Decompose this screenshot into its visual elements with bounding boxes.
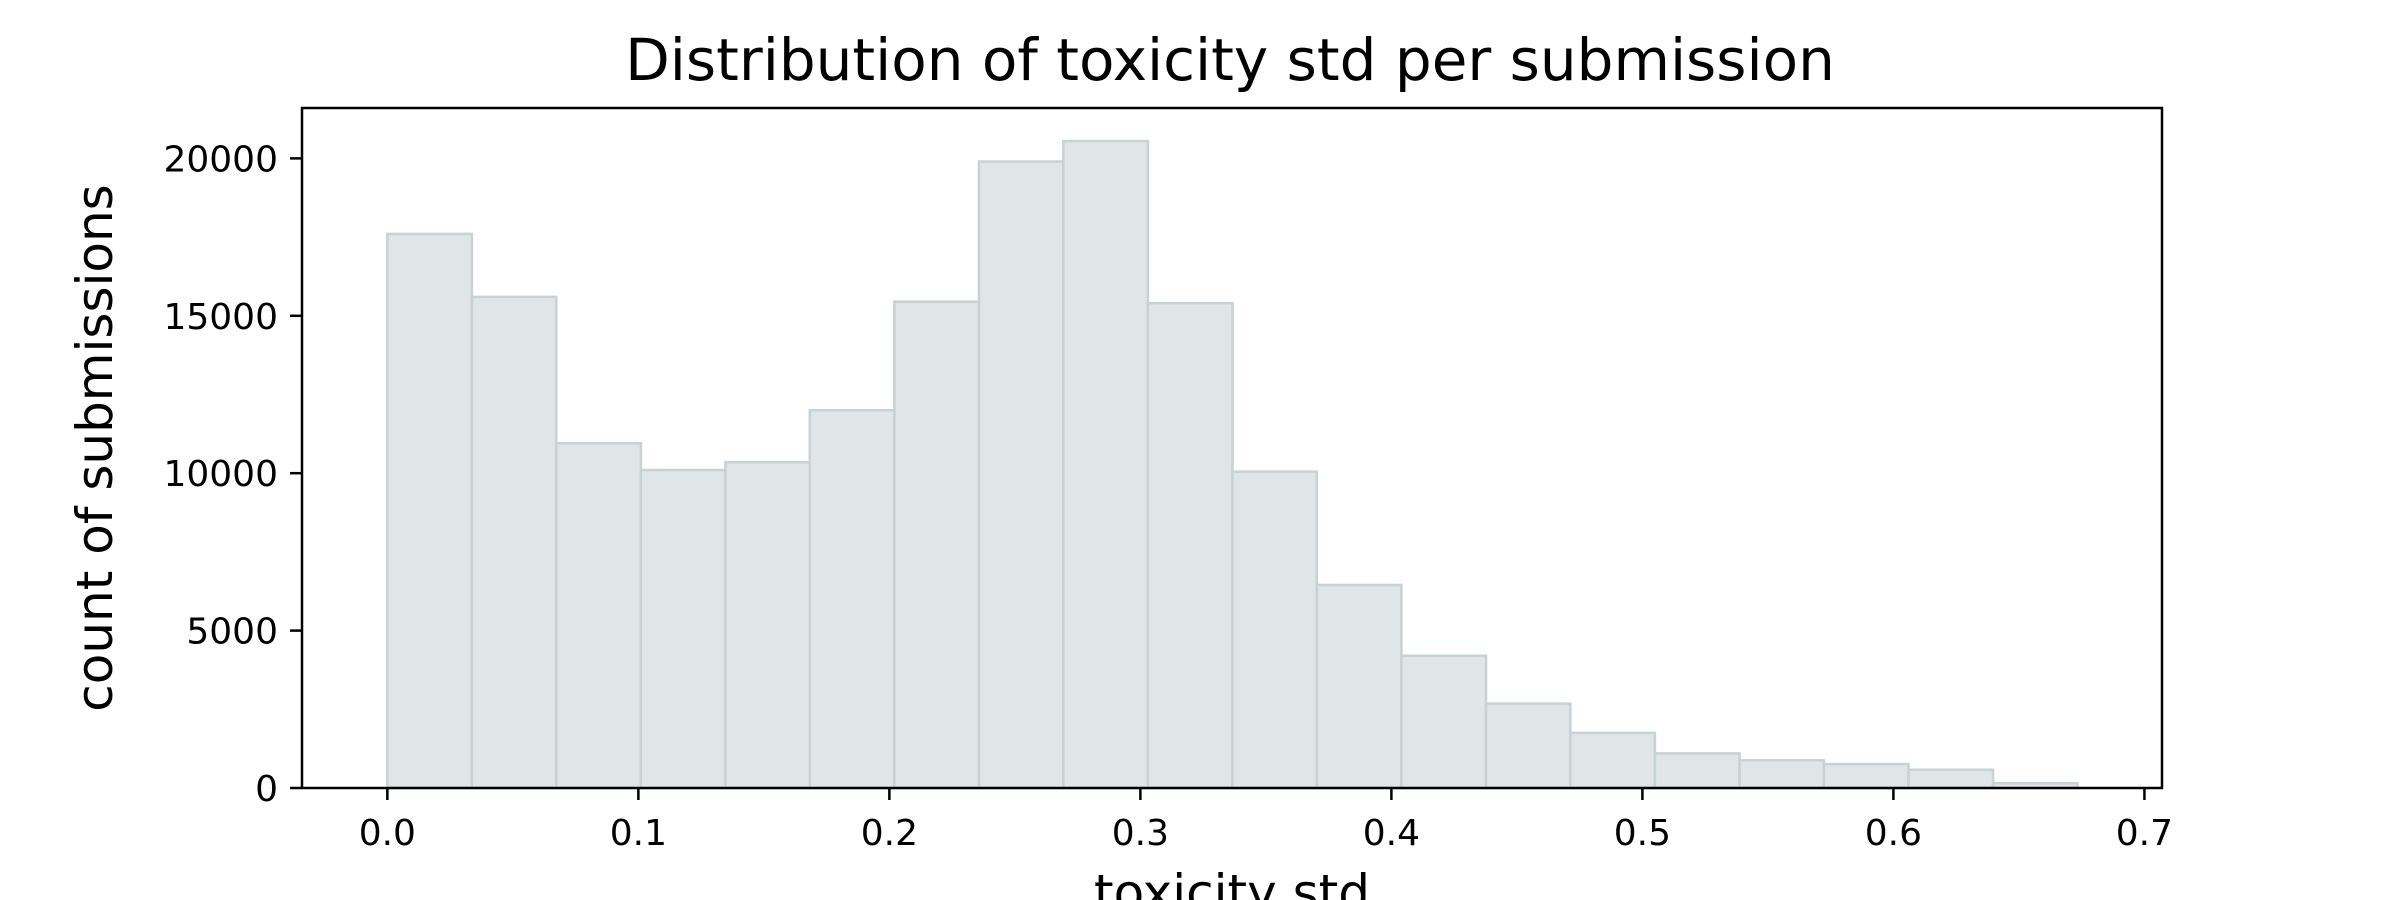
y-axis-ticks: 0 5000 10000 15000 20000 bbox=[163, 139, 302, 810]
histogram-bar bbox=[1400, 654, 1488, 790]
chart-title: Distribution of toxicity std per submiss… bbox=[625, 26, 1835, 94]
histogram-bar bbox=[893, 300, 981, 790]
histogram-bar bbox=[1146, 301, 1234, 790]
histogram-bar bbox=[1484, 702, 1572, 790]
x-tick-label: 0.4 bbox=[1363, 813, 1420, 854]
x-axis-ticks: 0.0 0.1 0.2 0.3 0.4 0.5 0.6 0.7 bbox=[359, 788, 2173, 854]
y-tick-label: 15000 bbox=[163, 297, 278, 338]
x-tick-label: 0.1 bbox=[610, 813, 667, 854]
histogram-bar bbox=[1653, 752, 1741, 790]
x-tick-label: 0.2 bbox=[861, 813, 918, 854]
y-tick-label: 5000 bbox=[186, 612, 278, 653]
histogram-bar bbox=[555, 442, 643, 790]
plot-frame bbox=[300, 106, 2164, 790]
histogram-bar bbox=[1315, 583, 1403, 790]
y-axis-label: count of submissions bbox=[66, 184, 124, 711]
histogram-bar bbox=[1569, 731, 1657, 790]
y-tick-label: 20000 bbox=[163, 139, 278, 180]
histogram-bar bbox=[977, 160, 1065, 790]
histogram-bar bbox=[1231, 470, 1319, 790]
histogram-bar bbox=[386, 232, 474, 790]
x-tick-label: 0.0 bbox=[359, 813, 416, 854]
histogram-bar bbox=[639, 468, 727, 790]
x-tick-label: 0.3 bbox=[1112, 813, 1169, 854]
histogram-bar bbox=[1738, 759, 1826, 790]
x-axis-label: toxicity std bbox=[1094, 864, 1370, 900]
y-tick-label: 0 bbox=[255, 769, 278, 810]
histogram-bar bbox=[470, 295, 558, 790]
y-tick-label: 10000 bbox=[163, 454, 278, 495]
x-tick-label: 0.6 bbox=[1865, 813, 1922, 854]
x-tick-label: 0.5 bbox=[1614, 813, 1671, 854]
histogram-bar bbox=[1062, 139, 1150, 790]
bars-group bbox=[386, 139, 2079, 790]
histogram-bar bbox=[1822, 762, 1910, 790]
histogram-bar bbox=[724, 460, 812, 790]
histogram-bar bbox=[1907, 768, 1995, 790]
histogram-bar bbox=[808, 408, 896, 790]
x-tick-label: 0.7 bbox=[2116, 813, 2173, 854]
